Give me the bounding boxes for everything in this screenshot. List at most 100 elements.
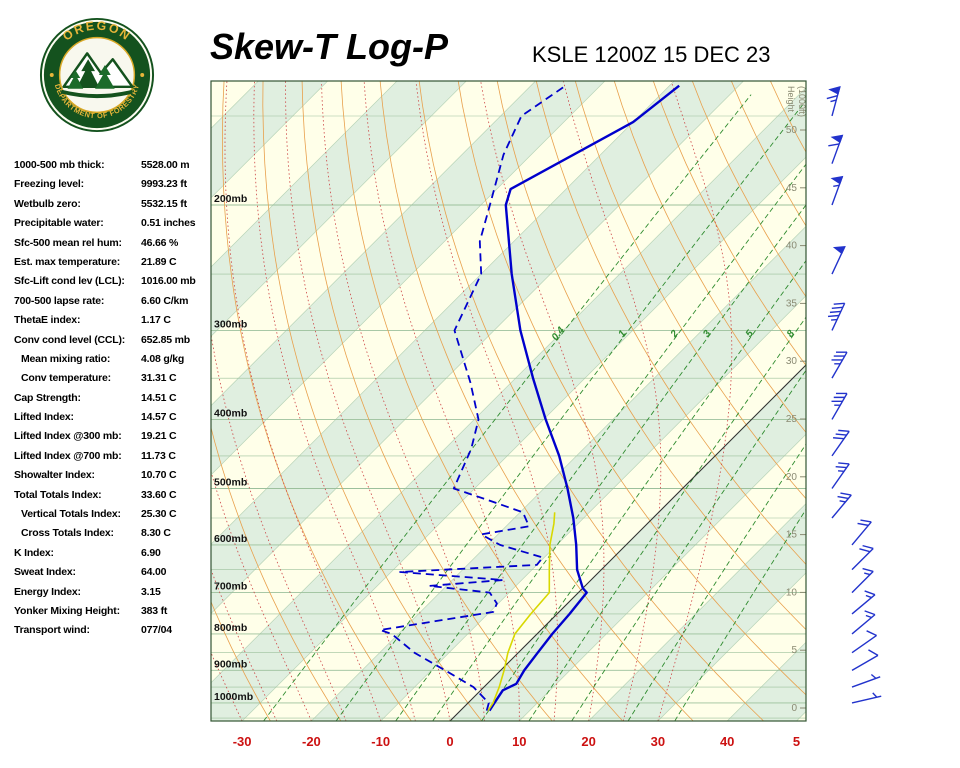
stat-value: 4.08 g/kg	[141, 352, 185, 365]
svg-text:1000mb: 1000mb	[214, 691, 253, 703]
stat-row: Freezing level: 9993.23 ft	[14, 178, 219, 197]
mountain-icon	[62, 52, 134, 89]
forestry-logo: OREGON DEPARTMENT OF FORESTRY	[38, 16, 156, 134]
stat-label: Total Totals Index:	[14, 488, 102, 501]
stat-value: 6.60 C/km	[141, 294, 189, 307]
svg-text:0: 0	[791, 703, 797, 714]
svg-text:20: 20	[581, 734, 595, 749]
stat-label: Yonker Mixing Height:	[14, 604, 120, 617]
svg-text:5: 5	[791, 645, 797, 656]
stat-row: Mean mixing ratio: 4.08 g/kg	[14, 353, 219, 372]
stat-label: Lifted Index:	[14, 411, 74, 424]
svg-text:30: 30	[786, 356, 798, 367]
wind-barbs	[826, 86, 882, 704]
stat-label: Cross Totals Index:	[21, 527, 114, 540]
svg-text:(1000ft): (1000ft)	[797, 86, 807, 117]
stat-row: Transport wind: 077/04	[14, 624, 219, 643]
stat-value: 11.73 C	[141, 449, 176, 462]
stat-label: Vertical Totals Index:	[21, 508, 121, 521]
stat-row: Est. max temperature: 21.89 C	[14, 256, 219, 275]
svg-text:35: 35	[786, 298, 798, 309]
station-datetime: KSLE 1200Z 15 DEC 23	[532, 42, 771, 67]
stat-row: ThetaE index: 1.17 C	[14, 314, 219, 333]
stat-row: Precipitable water: 0.51 inches	[14, 217, 219, 236]
svg-text:800mb: 800mb	[214, 622, 247, 634]
stat-value: 8.30 C	[141, 527, 171, 540]
stat-value: 3.15	[141, 585, 161, 598]
stat-value: 652.85 mb	[141, 333, 190, 346]
stat-row: Lifted Index @700 mb: 11.73 C	[14, 450, 219, 469]
ground-icon	[61, 89, 133, 99]
stat-value: 14.57 C	[141, 411, 177, 424]
svg-text:600mb: 600mb	[214, 533, 247, 545]
svg-text:900mb: 900mb	[214, 658, 247, 670]
logo-forest-scene	[61, 52, 134, 99]
svg-text:-10: -10	[371, 734, 390, 749]
svg-text:50: 50	[786, 125, 798, 136]
tree-icon	[95, 65, 115, 89]
stat-value: 31.31 C	[141, 372, 177, 385]
stat-value: 5532.15 ft	[141, 197, 187, 210]
stat-value: 9993.23 ft	[141, 178, 187, 191]
stat-label: Energy Index:	[14, 585, 81, 598]
stat-value: 1.17 C	[141, 314, 171, 327]
stat-row: Showalter Index: 10.70 C	[14, 469, 219, 488]
stat-label: Mean mixing ratio:	[21, 352, 111, 365]
stat-value: 1016.00 mb	[141, 275, 196, 288]
stat-row: Sweat Index: 64.00	[14, 566, 219, 585]
stat-row: Total Totals Index: 33.60 C	[14, 489, 219, 508]
stat-label: Freezing level:	[14, 178, 84, 191]
wetbulb-trace	[487, 512, 556, 712]
svg-text:40: 40	[786, 241, 798, 252]
stat-value: 6.90	[141, 546, 161, 559]
stat-value: 21.89 C	[141, 255, 177, 268]
stat-row: 700-500 lapse rate: 6.60 C/km	[14, 295, 219, 314]
svg-text:3: 3	[701, 328, 713, 340]
stat-row: K Index: 6.90	[14, 547, 219, 566]
stat-label: Transport wind:	[14, 624, 90, 637]
svg-text:-30: -30	[233, 734, 252, 749]
stat-row: Wetbulb zero: 5532.15 ft	[14, 198, 219, 217]
svg-text:-20: -20	[302, 734, 321, 749]
stat-row: Sfc-500 mean rel hum: 46.66 %	[14, 237, 219, 256]
stat-value: 0.51 inches	[141, 217, 196, 230]
svg-text:40: 40	[720, 734, 734, 749]
svg-text:300mb: 300mb	[214, 318, 247, 330]
stat-value: 19.21 C	[141, 430, 177, 443]
temperature-trace	[488, 84, 680, 712]
svg-text:5: 5	[793, 734, 800, 749]
stat-value: 14.51 C	[141, 391, 177, 404]
stat-row: Sfc-Lift cond lev (LCL): 1016.00 mb	[14, 275, 219, 294]
stat-label: Conv cond level (CCL):	[14, 333, 126, 346]
svg-text:45: 45	[786, 183, 798, 194]
stat-row: Conv cond level (CCL): 652.85 mb	[14, 334, 219, 353]
svg-text:15: 15	[786, 530, 798, 541]
stat-label: Lifted Index @700 mb:	[14, 449, 122, 462]
stat-row: Cross Totals Index: 8.30 C	[14, 527, 219, 546]
svg-text:10: 10	[512, 734, 526, 749]
svg-text:500mb: 500mb	[214, 476, 247, 488]
svg-text:200mb: 200mb	[214, 193, 247, 205]
logo-left-dot	[49, 73, 54, 77]
stat-value: 64.00	[141, 566, 167, 579]
stat-row: Energy Index: 3.15	[14, 586, 219, 605]
stat-label: Lifted Index @300 mb:	[14, 430, 122, 443]
stat-label: Wetbulb zero:	[14, 197, 81, 210]
svg-text:20: 20	[786, 472, 798, 483]
stat-label: Precipitable water:	[14, 217, 104, 230]
stat-label: Sweat Index:	[14, 566, 76, 579]
stat-value: 46.66 %	[141, 236, 179, 249]
stat-row: Conv temperature: 31.31 C	[14, 372, 219, 391]
stat-label: Sfc-Lift cond lev (LCL):	[14, 275, 125, 288]
forestry-logo-badge: OREGON DEPARTMENT OF FORESTRY	[39, 17, 155, 133]
logo-right-dot	[140, 73, 145, 77]
stat-label: 1000-500 mb thick:	[14, 159, 105, 171]
svg-text:25: 25	[786, 414, 798, 425]
tree-icon	[77, 59, 99, 87]
stat-row: Lifted Index @300 mb: 19.21 C	[14, 430, 219, 449]
stat-label: Sfc-500 mean rel hum:	[14, 236, 122, 249]
svg-text:700mb: 700mb	[214, 581, 247, 593]
stat-row: Cap Strength: 14.51 C	[14, 392, 219, 411]
stat-label: 700-500 lapse rate:	[14, 294, 105, 307]
svg-text:Height: Height	[786, 86, 796, 113]
